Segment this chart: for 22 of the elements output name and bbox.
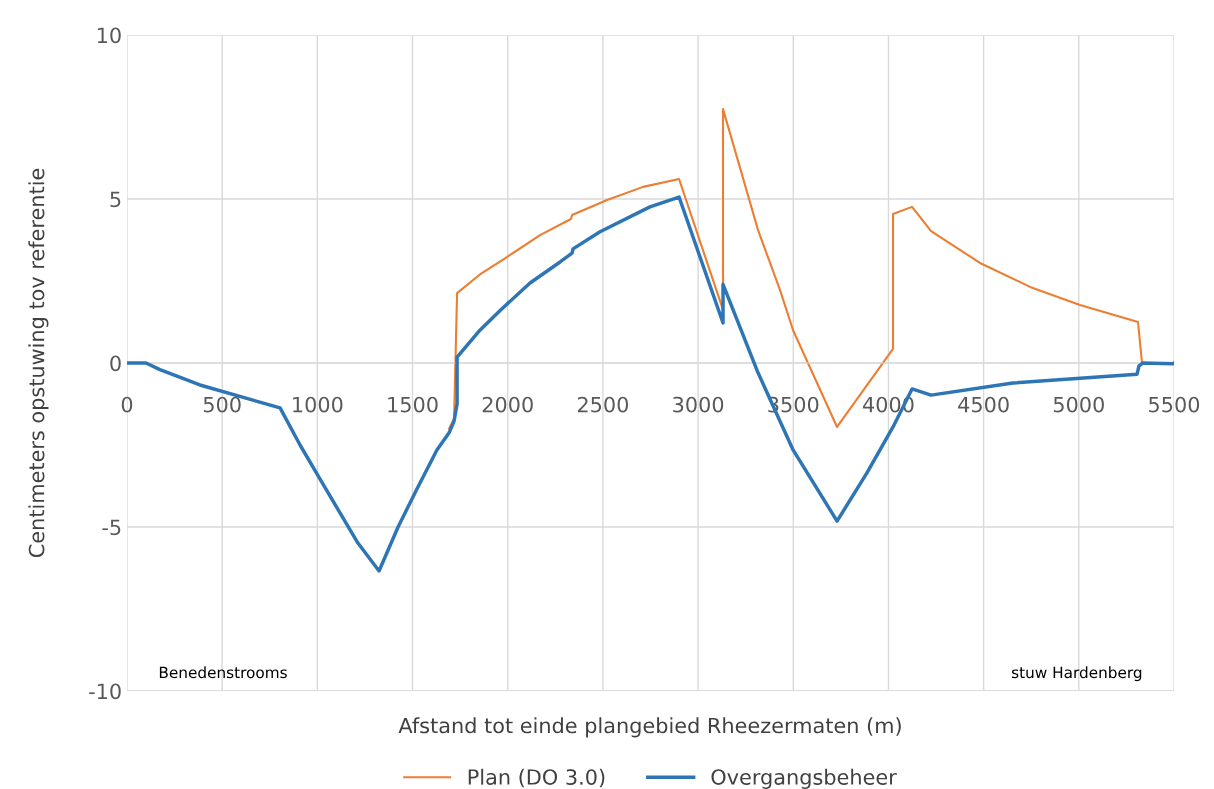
- x-tick-label: 4500: [958, 396, 1009, 413]
- line-series: [448, 108, 1144, 430]
- x-tick-label: 1500: [388, 396, 438, 413]
- x-tick-label: 2000: [482, 396, 533, 413]
- y-tick-label: -5: [102, 519, 121, 536]
- x-tick-label: 3000: [673, 396, 724, 413]
- x-tick-label: 500: [203, 396, 241, 413]
- x-tick-label: 5000: [1053, 396, 1104, 413]
- x-tick-label: 0: [121, 396, 133, 413]
- y-tick-label: -10: [89, 683, 121, 700]
- legend-label: Overgangsbeheer: [711, 768, 897, 789]
- x-tick-label: 2500: [577, 396, 629, 413]
- y-tick-label: 10: [97, 27, 121, 44]
- x-tick-label: 5500: [1149, 396, 1200, 413]
- y-tick-label: 5: [110, 191, 121, 208]
- annotation: Benedenstrooms: [159, 666, 287, 679]
- x-axis-title: Afstand tot einde plangebied Rheezermaten (m): [398, 717, 901, 738]
- legend-label: Plan (DO 3.0): [468, 768, 605, 788]
- x-tick-label: 1000: [293, 396, 343, 413]
- annotation: stuw Hardenberg: [1011, 666, 1142, 682]
- y-tick-label: 0: [110, 355, 121, 372]
- y-axis-title: Centimeters opstuwing tov referentie: [28, 168, 49, 558]
